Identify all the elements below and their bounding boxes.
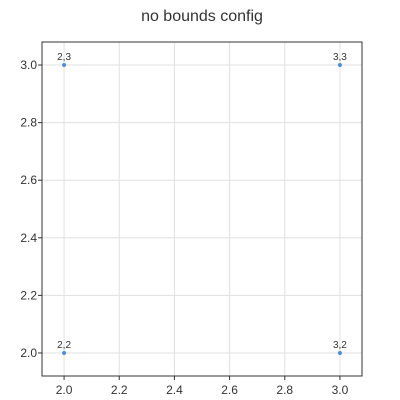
y-tick-label: 2.2 bbox=[20, 288, 37, 302]
y-tick-label: 2.4 bbox=[20, 231, 37, 245]
data-point-label: 3,3 bbox=[333, 52, 347, 63]
x-tick-label: 2.0 bbox=[56, 383, 73, 397]
data-point bbox=[62, 350, 67, 355]
y-tick-label: 2.0 bbox=[20, 346, 37, 360]
y-tick-label: 2.8 bbox=[20, 116, 37, 130]
data-points: 2,3 3,3 2,2 3,2 bbox=[57, 52, 347, 355]
grid-lines bbox=[42, 42, 362, 376]
data-point bbox=[337, 63, 342, 68]
chart-title: no bounds config bbox=[141, 8, 263, 25]
x-tick-label: 2.8 bbox=[276, 383, 293, 397]
x-tick-label: 3.0 bbox=[332, 383, 349, 397]
x-tick-label: 2.4 bbox=[166, 383, 183, 397]
data-point-label: 2,2 bbox=[57, 340, 71, 351]
data-point bbox=[337, 350, 342, 355]
plot-frame bbox=[41, 41, 363, 377]
data-point-label: 2,3 bbox=[57, 52, 71, 63]
y-tick-label: 3.0 bbox=[20, 58, 37, 72]
x-axis-ticks: 2.0 2.2 2.4 2.6 2.8 3.0 bbox=[56, 376, 349, 397]
data-point bbox=[62, 63, 67, 68]
y-tick-label: 2.6 bbox=[20, 173, 37, 187]
x-tick-label: 2.6 bbox=[221, 383, 238, 397]
x-tick-label: 2.2 bbox=[111, 383, 128, 397]
data-point-label: 3,2 bbox=[333, 340, 347, 351]
y-axis-ticks: 2.0 2.2 2.4 2.6 2.8 3.0 bbox=[20, 58, 42, 360]
